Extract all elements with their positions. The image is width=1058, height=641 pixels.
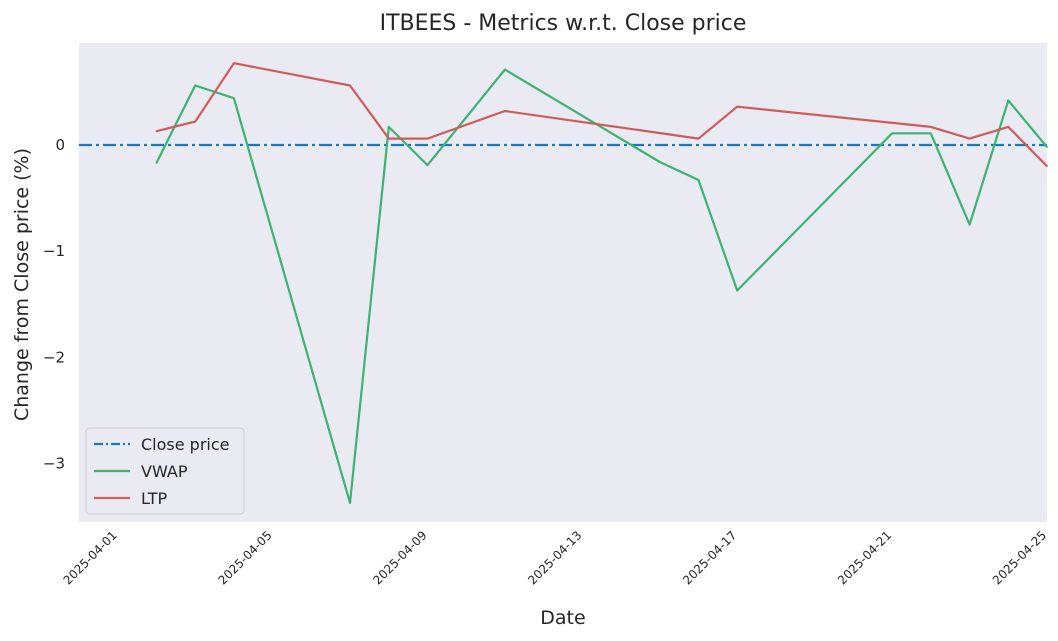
legend-label: Close price	[141, 435, 230, 454]
x-tick-label: 2025-04-21	[835, 528, 894, 587]
data-point	[1007, 126, 1010, 128]
data-point	[1046, 165, 1048, 167]
data-point	[426, 137, 429, 140]
data-point	[968, 223, 971, 226]
data-point	[697, 137, 700, 140]
data-point	[736, 289, 738, 292]
data-point	[233, 62, 235, 64]
data-point	[1046, 146, 1048, 148]
y-tick-label: −2	[43, 348, 65, 366]
y-axis-title: Change from Close price (%)	[11, 148, 33, 421]
y-tick-label: 0	[55, 136, 65, 154]
y-tick-label: −3	[43, 455, 65, 473]
legend-box	[85, 427, 245, 515]
x-tick-label: 2025-04-17	[680, 528, 739, 587]
x-tick-label: 2025-04-05	[216, 528, 275, 587]
y-axis-ticks: 0 −1 −2 −3	[43, 136, 65, 473]
x-tick-label: 2025-04-09	[370, 528, 429, 587]
legend-label: VWAP	[141, 462, 188, 481]
data-point	[349, 502, 351, 504]
data-point	[233, 97, 235, 99]
data-point	[426, 164, 429, 166]
legend-label: LTP	[141, 489, 167, 508]
data-point	[930, 132, 932, 135]
legend: Close price VWAP LTP	[85, 427, 245, 515]
data-point	[194, 120, 196, 123]
x-axis-title: Date	[540, 607, 585, 629]
data-point	[697, 179, 700, 181]
x-tick-label: 2025-04-01	[61, 528, 120, 587]
data-point	[504, 68, 506, 71]
data-point	[155, 162, 158, 164]
y-tick-label: −1	[43, 242, 65, 260]
data-point	[194, 84, 196, 87]
plot-lines	[79, 62, 1048, 504]
data-point	[388, 137, 390, 140]
x-tick-label: 2025-04-13	[525, 528, 584, 587]
chart-title: ITBEES - Metrics w.r.t. Close price	[380, 11, 747, 36]
data-point	[1007, 99, 1010, 102]
x-axis-ticks: 2025-04-01 2025-04-05 2025-04-09 2025-04-13…	[61, 528, 1050, 587]
data-point	[736, 105, 738, 108]
data-point	[930, 126, 932, 128]
data-point	[155, 130, 158, 132]
data-point	[968, 137, 971, 140]
data-point	[891, 132, 893, 135]
data-point	[504, 110, 506, 112]
data-point	[388, 126, 390, 128]
data-point	[659, 161, 661, 163]
x-tick-label: 2025-04-25	[990, 528, 1049, 587]
data-point	[349, 84, 351, 87]
